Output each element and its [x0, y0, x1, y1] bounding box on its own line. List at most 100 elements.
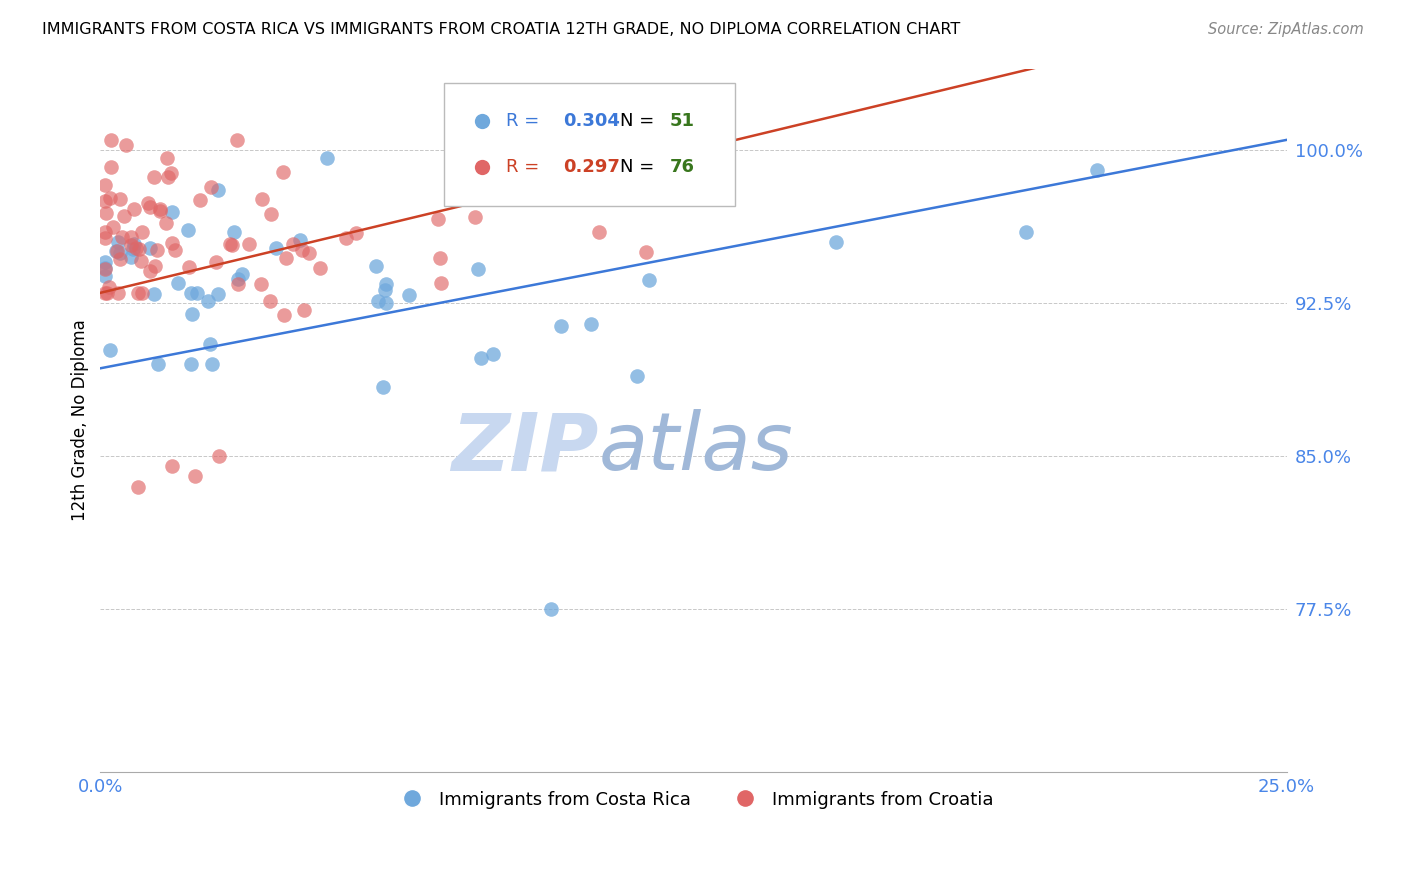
Point	[219, 237, 242, 252]
Text: N =: N =	[620, 112, 659, 130]
Point	[105, 244, 128, 259]
Point	[101, 219, 124, 234]
Point	[588, 225, 610, 239]
Point	[271, 165, 294, 179]
Point	[1085, 163, 1108, 178]
Point	[626, 369, 648, 384]
Point	[264, 241, 287, 255]
Point	[274, 251, 297, 265]
Point	[824, 235, 846, 249]
Point	[127, 285, 149, 300]
Point	[100, 160, 122, 174]
Point	[292, 302, 315, 317]
Point	[139, 263, 162, 277]
Point	[398, 288, 420, 302]
Point	[94, 231, 117, 245]
FancyBboxPatch shape	[444, 83, 735, 206]
Point	[231, 267, 253, 281]
Point	[638, 273, 661, 287]
Point	[160, 459, 183, 474]
Text: 51: 51	[669, 112, 695, 130]
Point	[550, 319, 572, 334]
Point	[94, 226, 117, 240]
Point	[291, 243, 314, 257]
Point	[186, 286, 208, 301]
Point	[94, 261, 117, 276]
Point	[111, 229, 134, 244]
Point	[375, 296, 398, 310]
Text: R =: R =	[506, 158, 546, 176]
Point	[200, 336, 222, 351]
Point	[98, 191, 121, 205]
Text: R =: R =	[506, 112, 546, 130]
Point	[226, 277, 249, 291]
Point	[201, 357, 224, 371]
Point	[160, 205, 183, 219]
Point	[105, 244, 128, 258]
Point	[180, 286, 202, 301]
Point	[374, 277, 396, 292]
Point	[238, 236, 260, 251]
Point	[177, 260, 200, 274]
Point	[156, 169, 179, 184]
Point	[177, 223, 200, 237]
Point	[298, 246, 321, 260]
Point	[371, 380, 394, 394]
Legend: Immigrants from Costa Rica, Immigrants from Croatia: Immigrants from Costa Rica, Immigrants f…	[387, 783, 1001, 816]
Point	[155, 216, 177, 230]
Point	[188, 193, 211, 207]
Point	[128, 242, 150, 256]
Point	[464, 210, 486, 224]
Point	[120, 230, 142, 244]
Point	[125, 241, 148, 255]
Point	[143, 286, 166, 301]
Point	[226, 272, 249, 286]
Point	[127, 479, 149, 493]
Point	[273, 309, 295, 323]
Text: IMMIGRANTS FROM COSTA RICA VS IMMIGRANTS FROM CROATIA 12TH GRADE, NO DIPLOMA COR: IMMIGRANTS FROM COSTA RICA VS IMMIGRANTS…	[42, 22, 960, 37]
Point	[94, 269, 117, 284]
Point	[94, 194, 117, 208]
Point	[98, 279, 121, 293]
Point	[222, 225, 245, 239]
Point	[467, 262, 489, 277]
Point	[145, 244, 167, 258]
Point	[367, 293, 389, 308]
Point	[122, 236, 145, 251]
Point	[122, 202, 145, 217]
Point	[131, 285, 153, 300]
Point	[1014, 225, 1036, 239]
Point	[163, 244, 186, 258]
Point	[112, 209, 135, 223]
Point	[579, 317, 602, 331]
Point	[540, 602, 562, 616]
Point	[131, 226, 153, 240]
Point	[94, 260, 117, 275]
Point	[207, 287, 229, 301]
Point	[94, 254, 117, 268]
Y-axis label: 12th Grade, No Diploma: 12th Grade, No Diploma	[72, 319, 89, 521]
Point	[250, 193, 273, 207]
Point	[108, 246, 131, 260]
Point	[200, 180, 222, 194]
Point	[120, 250, 142, 264]
Point	[108, 192, 131, 206]
Point	[260, 207, 283, 221]
Point	[364, 260, 387, 274]
Point	[160, 166, 183, 180]
Point	[335, 231, 357, 245]
Point	[470, 351, 492, 365]
Point	[156, 151, 179, 165]
Point	[107, 285, 129, 300]
Point	[94, 178, 117, 192]
Point	[149, 204, 172, 219]
Point	[100, 133, 122, 147]
Point	[110, 252, 132, 266]
Text: Source: ZipAtlas.com: Source: ZipAtlas.com	[1208, 22, 1364, 37]
Point	[281, 236, 304, 251]
Point	[316, 151, 339, 165]
Point	[207, 183, 229, 197]
Point	[427, 211, 450, 226]
Point	[429, 251, 451, 265]
Point	[309, 260, 332, 275]
